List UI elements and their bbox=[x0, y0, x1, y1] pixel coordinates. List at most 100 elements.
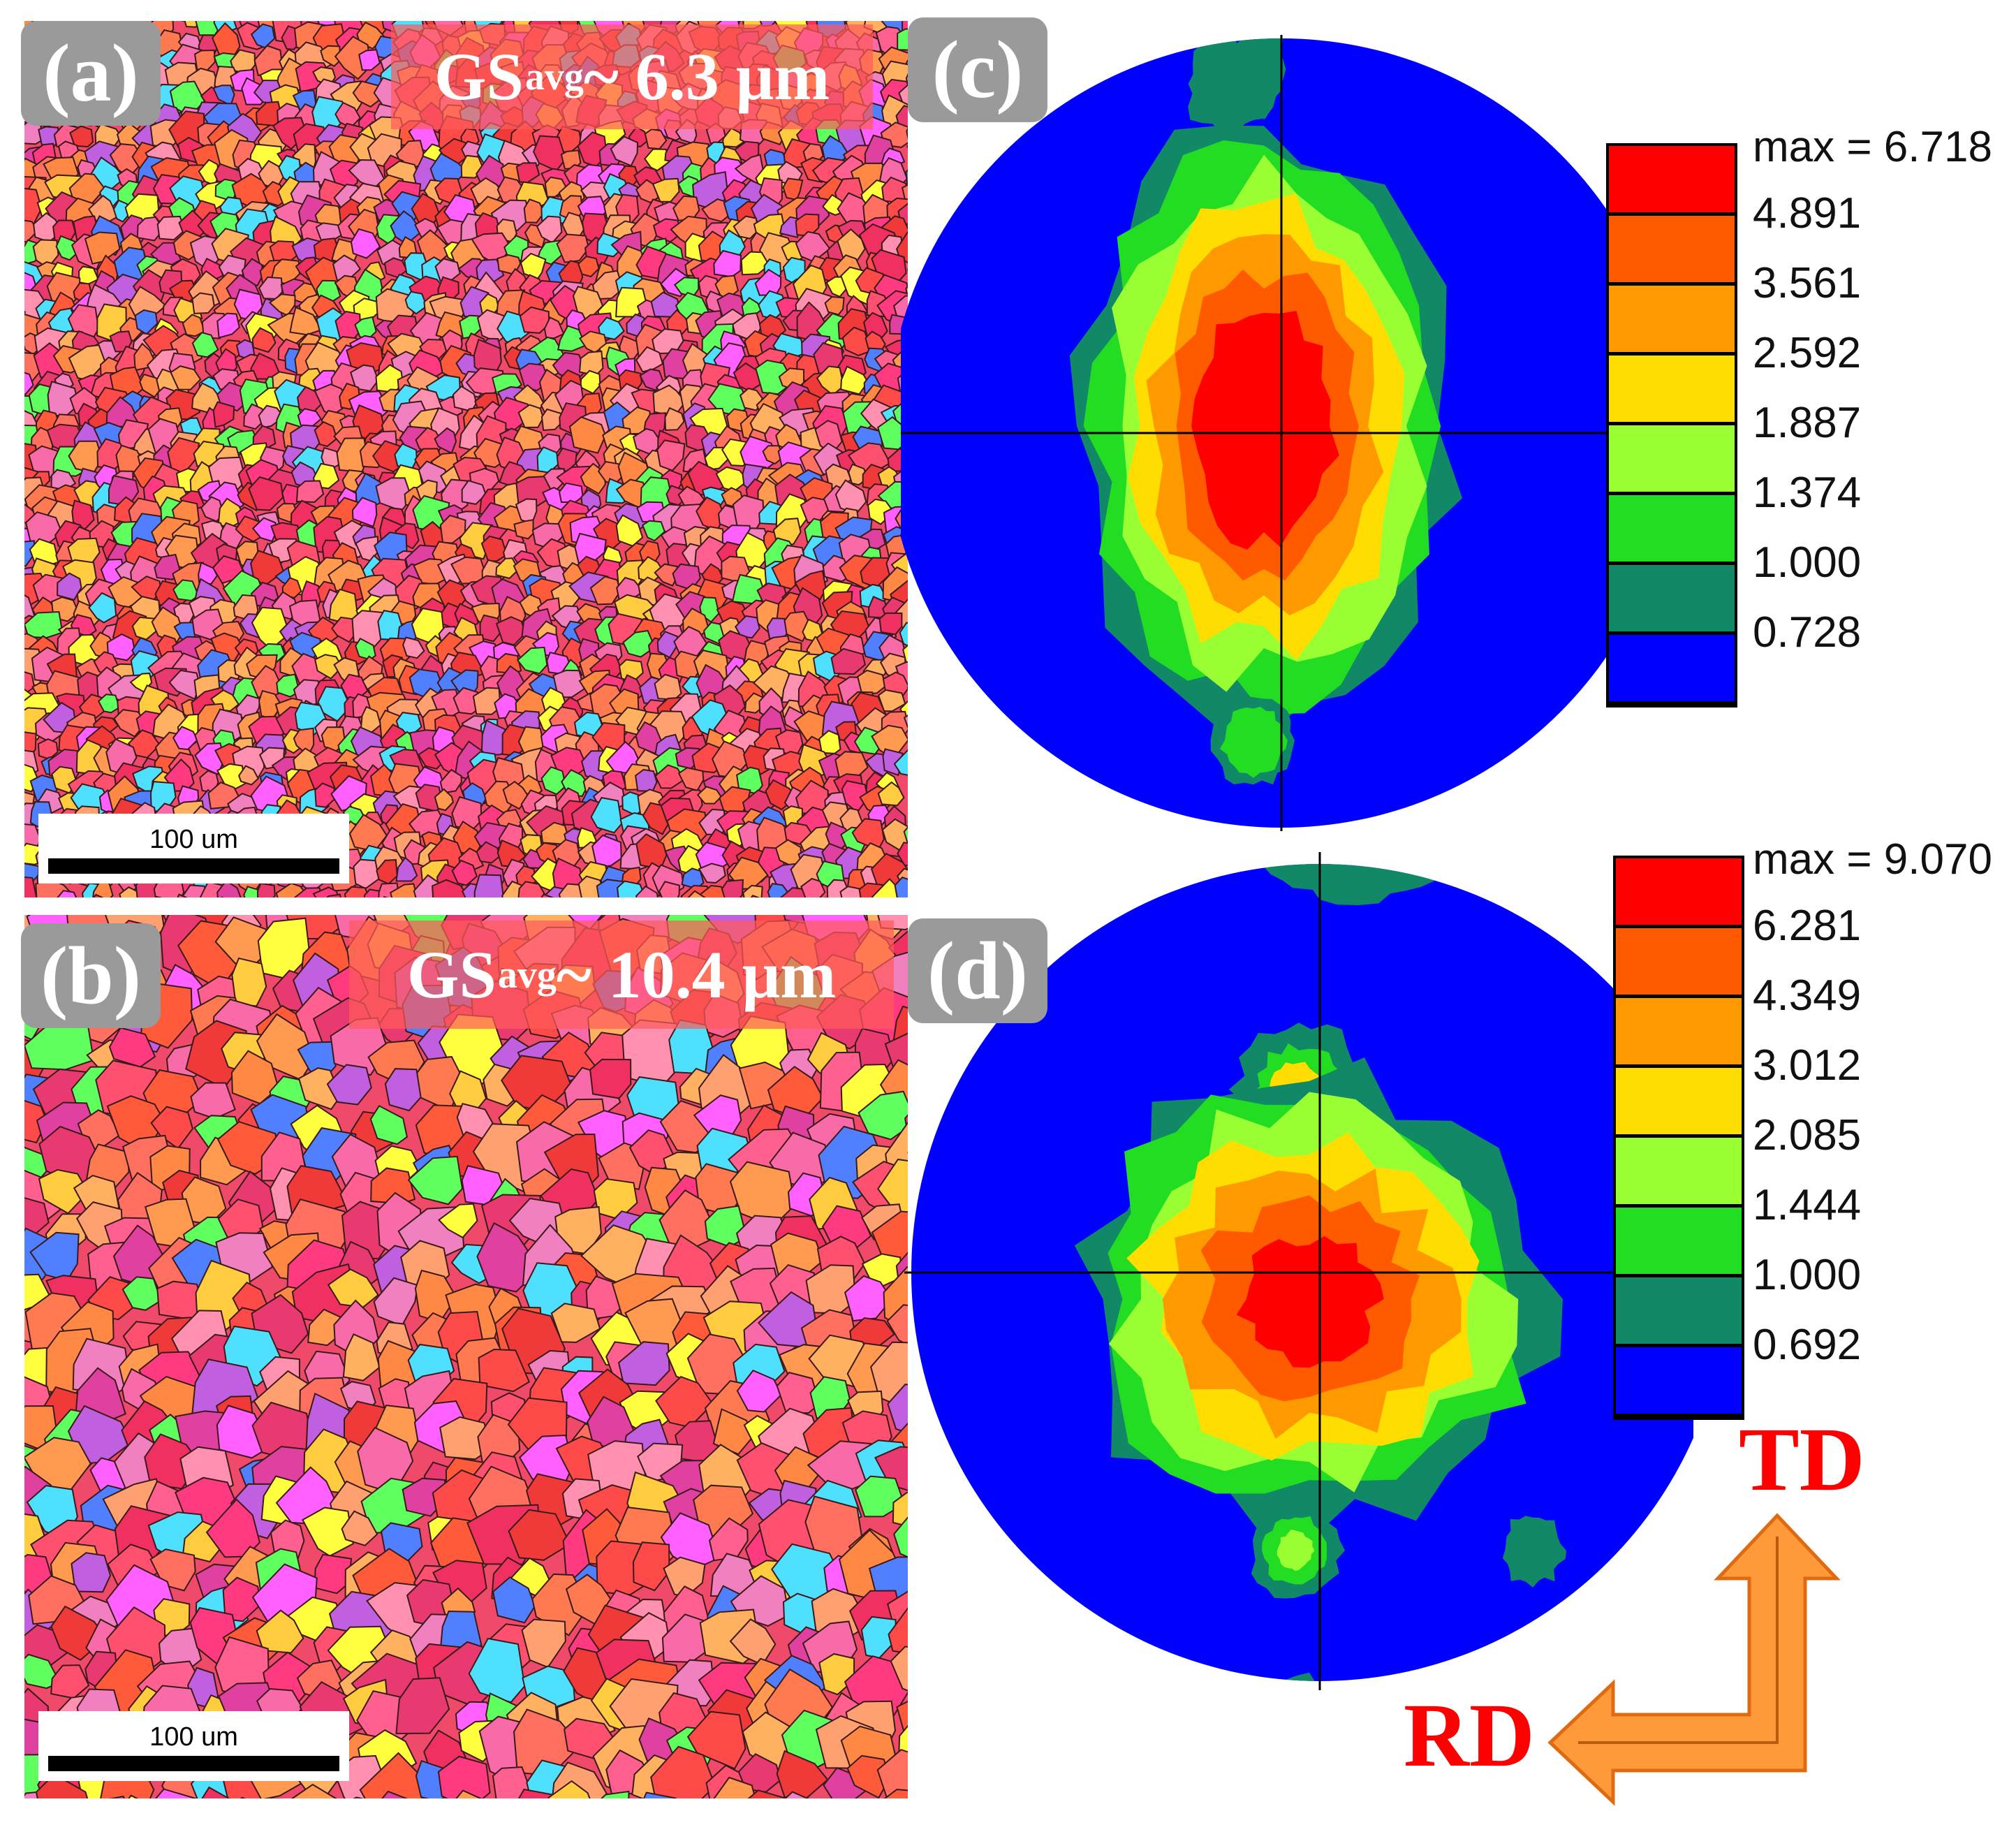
grain bbox=[635, 346, 664, 373]
grain bbox=[552, 669, 585, 698]
grain bbox=[733, 215, 759, 240]
grain bbox=[896, 1700, 908, 1733]
grain bbox=[112, 199, 131, 223]
grain bbox=[136, 216, 164, 242]
grain bbox=[635, 768, 658, 792]
legend-level: 3.561 bbox=[1753, 259, 1862, 307]
grain bbox=[69, 125, 94, 148]
grain bbox=[857, 669, 888, 696]
grain-map-b bbox=[24, 915, 908, 1798]
pole-figure-d bbox=[904, 852, 1693, 1690]
grain bbox=[216, 312, 240, 339]
grain bbox=[480, 535, 508, 562]
legend-swatch bbox=[1616, 1277, 1742, 1344]
grain bbox=[568, 416, 607, 454]
grain bbox=[297, 1067, 341, 1111]
grain bbox=[906, 144, 908, 149]
legend-swatch bbox=[1616, 998, 1742, 1064]
grain bbox=[557, 325, 587, 352]
grain bbox=[295, 480, 325, 504]
grain bbox=[243, 403, 267, 430]
grain bbox=[877, 781, 905, 807]
legend-swatch bbox=[1609, 635, 1735, 701]
scale-line-a bbox=[48, 858, 339, 874]
grain bbox=[113, 709, 147, 738]
grain bbox=[320, 45, 341, 67]
scale-label-a: 100 um bbox=[149, 825, 238, 854]
grain bbox=[721, 879, 744, 897]
grain bbox=[24, 311, 27, 316]
grain bbox=[437, 1203, 478, 1239]
grain bbox=[550, 1303, 601, 1343]
grain bbox=[855, 1475, 906, 1518]
grain bbox=[903, 826, 908, 846]
grain bbox=[658, 881, 680, 897]
grain bbox=[55, 235, 81, 261]
grain bbox=[643, 1791, 677, 1798]
panel-label-c: (c) bbox=[908, 17, 1047, 122]
grain bbox=[473, 874, 505, 897]
direction-arrows bbox=[1547, 1513, 1841, 1806]
grain bbox=[461, 480, 487, 505]
grain bbox=[390, 883, 418, 897]
legend-level: 0.692 bbox=[1753, 1321, 1862, 1369]
rd-label: RD bbox=[1404, 1685, 1535, 1786]
panel-label-b: (b) bbox=[21, 923, 161, 1028]
grain bbox=[893, 1516, 908, 1558]
grain bbox=[543, 316, 565, 339]
contours-c bbox=[1069, 38, 1463, 785]
grain bbox=[71, 1552, 112, 1593]
grain bbox=[358, 49, 381, 71]
grain bbox=[897, 28, 908, 51]
grain bbox=[191, 331, 219, 358]
gs-value-b: ~ 10.4 μm bbox=[556, 937, 837, 1012]
grain bbox=[887, 1384, 908, 1434]
grain bbox=[404, 291, 428, 315]
legend-swatch bbox=[1609, 565, 1735, 631]
legend-level: 2.592 bbox=[1753, 329, 1862, 377]
grain bbox=[750, 894, 760, 897]
arrow-inner-line bbox=[1578, 1537, 1779, 1744]
grain bbox=[492, 1576, 536, 1624]
grain bbox=[824, 295, 845, 316]
legend-level: 4.891 bbox=[1753, 189, 1862, 237]
grain bbox=[351, 497, 378, 528]
grain bbox=[182, 314, 206, 337]
grain bbox=[664, 406, 685, 431]
grain bbox=[556, 233, 590, 263]
grain bbox=[902, 644, 908, 664]
grain bbox=[590, 796, 623, 834]
legend-level: 3.012 bbox=[1753, 1041, 1862, 1090]
grain bbox=[314, 1553, 353, 1595]
grain bbox=[591, 834, 622, 868]
grain bbox=[841, 326, 874, 357]
gs-main-b: GS bbox=[406, 937, 496, 1012]
grain bbox=[106, 633, 136, 661]
grain bbox=[897, 842, 908, 867]
grain bbox=[830, 647, 867, 675]
legend-level: 0.728 bbox=[1753, 608, 1862, 657]
pole-figure-c bbox=[901, 35, 1662, 831]
grain bbox=[402, 636, 425, 659]
grain bbox=[88, 592, 117, 624]
grain bbox=[222, 1576, 261, 1622]
grain bbox=[201, 1786, 230, 1798]
grain bbox=[191, 292, 215, 314]
legend-d-max: max = 9.070 bbox=[1753, 835, 1992, 884]
grain bbox=[262, 181, 286, 207]
grain bbox=[721, 127, 746, 148]
grain bbox=[344, 886, 370, 897]
legend-swatch bbox=[1616, 1068, 1742, 1134]
grain bbox=[650, 1745, 716, 1798]
grain bbox=[886, 1304, 908, 1346]
legend-level: 1.000 bbox=[1753, 538, 1862, 587]
legend-swatch bbox=[1609, 216, 1735, 282]
legend-swatch bbox=[1609, 356, 1735, 422]
gs-main-a: GS bbox=[434, 39, 524, 114]
grain bbox=[455, 1789, 483, 1798]
grain bbox=[439, 768, 462, 794]
scale-label-b: 100 um bbox=[149, 1722, 238, 1752]
grain bbox=[369, 1105, 409, 1145]
grain bbox=[844, 1275, 893, 1322]
grain bbox=[342, 1333, 381, 1381]
